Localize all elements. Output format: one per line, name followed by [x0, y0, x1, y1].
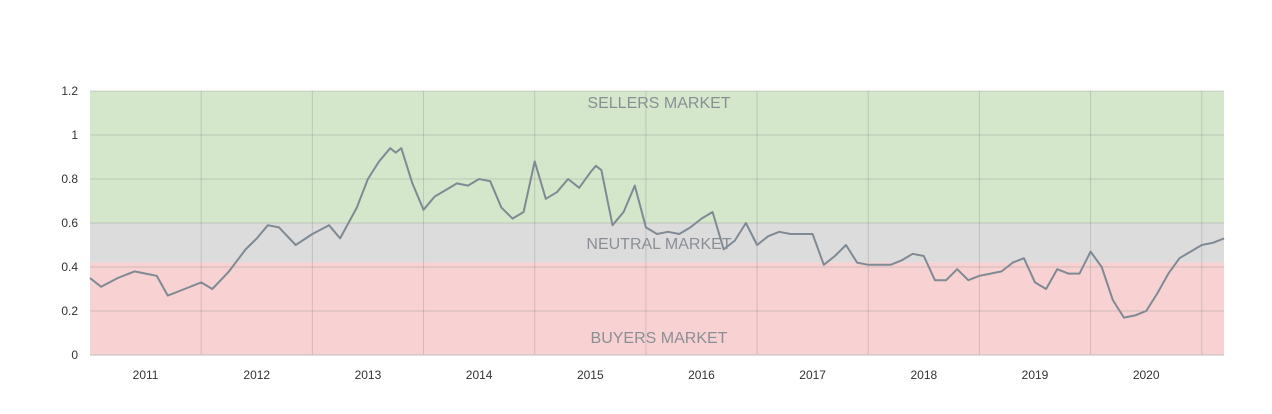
x-tick-label-0: 2011 [133, 368, 159, 382]
y-axis-ticks: 0 0.2 0.4 0.6 0.8 1 1.2 [61, 84, 78, 362]
data-series [89, 147, 1225, 319]
y-tick-label-4: 0.8 [61, 172, 78, 186]
x-tick-label-9: 2020 [1133, 368, 1160, 382]
zone-band-1 [90, 223, 1224, 263]
x-tick-label-7: 2018 [910, 368, 937, 382]
y-tick-label-2: 0.4 [61, 260, 78, 274]
zone-label-0: SELLERS MARKET [587, 95, 730, 112]
x-tick-label-4: 2015 [577, 368, 604, 382]
zone-label-1: NEUTRAL MARKET [586, 236, 731, 253]
zone-label-2: BUYERS MARKET [591, 330, 728, 347]
zone-band-0 [90, 91, 1224, 223]
y-tick-label-1: 0.2 [61, 304, 78, 318]
x-tick-label-3: 2014 [466, 368, 493, 382]
y-tick-label-0: 0 [71, 348, 78, 362]
grid-lines [90, 90, 1224, 356]
x-tick-label-2: 2013 [355, 368, 382, 382]
zone-band-2 [90, 262, 1224, 355]
y-tick-label-6: 1.2 [61, 84, 78, 98]
market-zones [90, 91, 1224, 355]
x-tick-label-8: 2019 [1022, 368, 1049, 382]
x-tick-label-1: 2012 [243, 368, 270, 382]
y-tick-label-5: 1 [71, 128, 78, 142]
zone-labels: SELLERS MARKET NEUTRAL MARKET BUYERS MARKE… [586, 95, 731, 347]
series-line-0 [89, 147, 1225, 319]
x-axis-ticks: 2011 2012 2013 2014 2015 2016 2017 2018 2019 2020 [133, 368, 1160, 382]
x-tick-label-5: 2016 [688, 368, 715, 382]
y-tick-label-3: 0.6 [61, 216, 78, 230]
x-tick-label-6: 2017 [799, 368, 826, 382]
